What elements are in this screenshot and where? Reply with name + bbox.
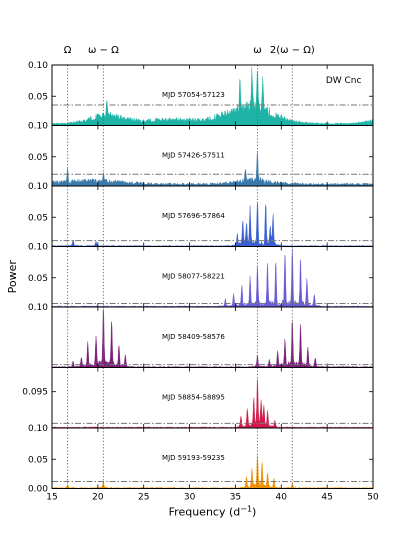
y-tick-label: 0.10 [28, 122, 48, 132]
y-tick-label: 0.05 [28, 455, 48, 465]
object-label: DW Cnc [326, 76, 362, 86]
x-tick-label: 45 [321, 493, 332, 503]
panel-date-label: MJD 58409-58576 [162, 333, 225, 341]
panel-date-label: MJD 57696-57864 [162, 212, 225, 220]
y-tick-label: 0.10 [28, 424, 48, 434]
y-tick-label: 0.05 [28, 213, 48, 223]
panel-date-label: MJD 58077-58221 [162, 273, 225, 281]
harmonic-label: 2(ω − Ω) [270, 45, 315, 56]
panel-date-label: MJD 59193-59235 [162, 454, 225, 462]
x-tick-label: 25 [138, 493, 149, 503]
x-tick-label: 35 [230, 493, 241, 503]
x-tick-label: 30 [184, 493, 196, 503]
panel-frame-7 [51, 427, 374, 489]
x-tick-label: 50 [367, 493, 379, 503]
panel-date-label: MJD 57054-57123 [162, 91, 225, 99]
x-tick-label: 15 [46, 493, 57, 503]
y-tick-label: 0.05 [28, 153, 48, 163]
spectrum-panel-2 [51, 151, 374, 187]
harmonic-label: Ω [64, 45, 72, 56]
y-axis-label: Power [6, 260, 19, 294]
y-tick-label: 0.05 [28, 92, 48, 102]
y-tick-label: 0.10 [28, 182, 48, 192]
spectrum-panel-6 [51, 378, 374, 429]
spectrum-panel-3 [51, 202, 374, 247]
panel-date-label: MJD 57426-57511 [162, 152, 225, 160]
harmonic-label: ω [253, 45, 261, 56]
panel-date-label: MJD 58854-58895 [162, 394, 225, 402]
y-tick-label: 0.095 [22, 388, 48, 398]
y-tick-label: 0.05 [28, 274, 48, 284]
x-axis-label: Frequency (d−1) [169, 505, 257, 519]
y-tick-label: 0.00 [28, 485, 48, 495]
y-tick-label: 0.10 [28, 61, 48, 71]
spectrum-panel-1 [51, 66, 374, 126]
spectrum-panel-7 [51, 453, 374, 489]
y-tick-label: 0.10 [28, 303, 48, 313]
x-tick-label: 40 [276, 493, 288, 503]
x-tick-label: 20 [92, 493, 104, 503]
y-tick-label: 0.10 [28, 243, 48, 253]
harmonic-label: ω − Ω [88, 45, 119, 56]
